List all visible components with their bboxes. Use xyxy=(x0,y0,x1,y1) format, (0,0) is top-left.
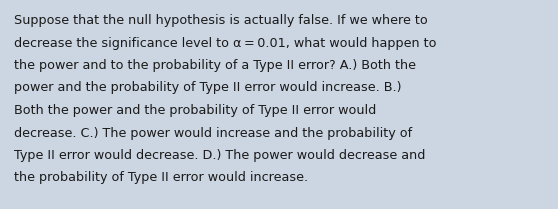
Text: Type II error would decrease. D.) The power would decrease and: Type II error would decrease. D.) The po… xyxy=(14,149,425,162)
Text: Both the power and the probability of Type II error would: Both the power and the probability of Ty… xyxy=(14,104,376,117)
Text: decrease. C.) The power would increase and the probability of: decrease. C.) The power would increase a… xyxy=(14,126,412,139)
Text: decrease the significance level to α = 0.01, what would happen to: decrease the significance level to α = 0… xyxy=(14,37,436,50)
Text: Suppose that the null hypothesis is actually false. If we where to: Suppose that the null hypothesis is actu… xyxy=(14,14,428,27)
Text: power and the probability of Type II error would increase. B.): power and the probability of Type II err… xyxy=(14,82,402,94)
Text: the power and to the probability of a Type II error? A.) Both the: the power and to the probability of a Ty… xyxy=(14,59,416,72)
Text: the probability of Type II error would increase.: the probability of Type II error would i… xyxy=(14,172,308,185)
